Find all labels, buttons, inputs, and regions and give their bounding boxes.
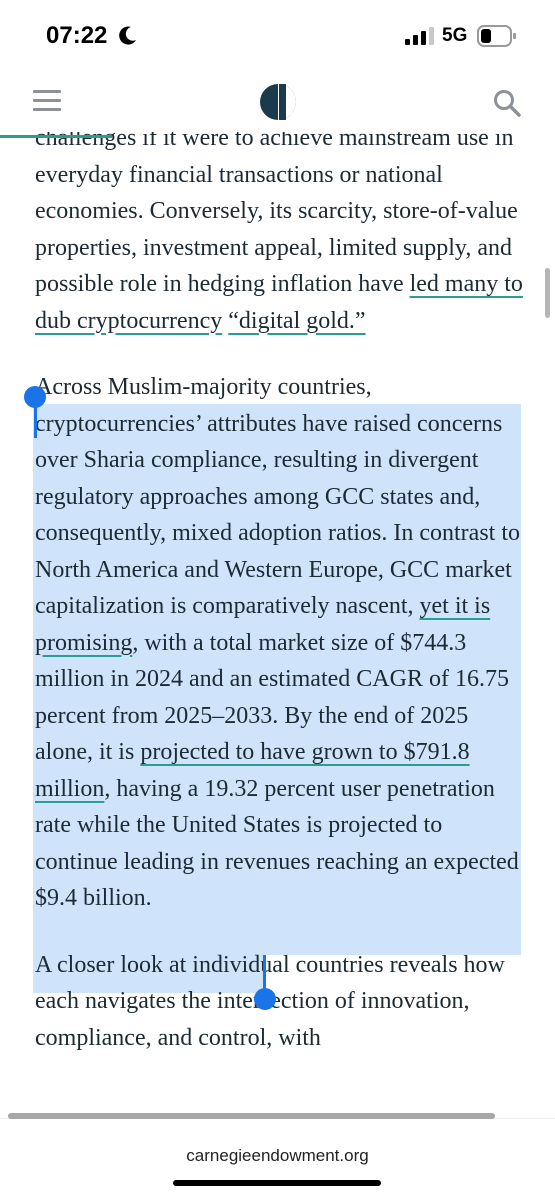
site-header [0,70,555,132]
article-paragraph: challenges if it were to achieve mainstr… [35,120,530,339]
status-bar: 07:22 5G [0,0,555,70]
paragraph-text: , with a total market size of $744.3 mil… [35,629,509,766]
paragraph-text: A closer look at individual countries re… [35,951,505,1051]
selection-end-caret [263,955,266,991]
signal-icon [405,27,434,45]
article-link[interactable]: projected to have grown to $791.8 millio… [35,739,470,802]
article-link[interactable]: “digital gold.” [228,307,366,334]
search-icon[interactable] [492,88,522,118]
article-link[interactable]: yet it is promising [35,593,491,656]
battery-icon [477,25,516,47]
menu-icon[interactable] [33,90,61,112]
network-type: 5G [442,25,468,46]
paragraph-text: , having a 19.32 percent user penetratio… [35,775,519,912]
status-time: 07:22 [46,22,108,49]
home-indicator[interactable] [173,1180,381,1186]
vertical-scrollbar[interactable] [545,268,550,318]
text-selection-highlight-end [33,955,265,993]
reading-progress-bar [0,135,112,138]
selection-end-handle[interactable] [254,988,276,1010]
selection-start-caret [34,400,37,438]
paragraph-text: Across Muslim-majority countries, crypto… [35,374,521,619]
article-paragraph-selected: Across Muslim-majority countries, crypto… [35,369,530,917]
selection-start-handle[interactable] [24,386,46,408]
carnegie-logo[interactable] [258,82,298,122]
moon-icon [119,26,136,45]
article-body: challenges if it were to achieve mainstr… [35,120,530,1086]
url-text[interactable]: carnegieendowment.org [186,1146,369,1165]
text-selection-highlight [33,404,521,955]
article-link[interactable]: led many to dub cryptocurrency [35,271,523,334]
horizontal-scrollbar[interactable] [8,1113,495,1119]
browser-address-bar[interactable]: carnegieendowment.org [0,1118,555,1201]
article-paragraph: A closer look at individual countries re… [35,947,530,1057]
